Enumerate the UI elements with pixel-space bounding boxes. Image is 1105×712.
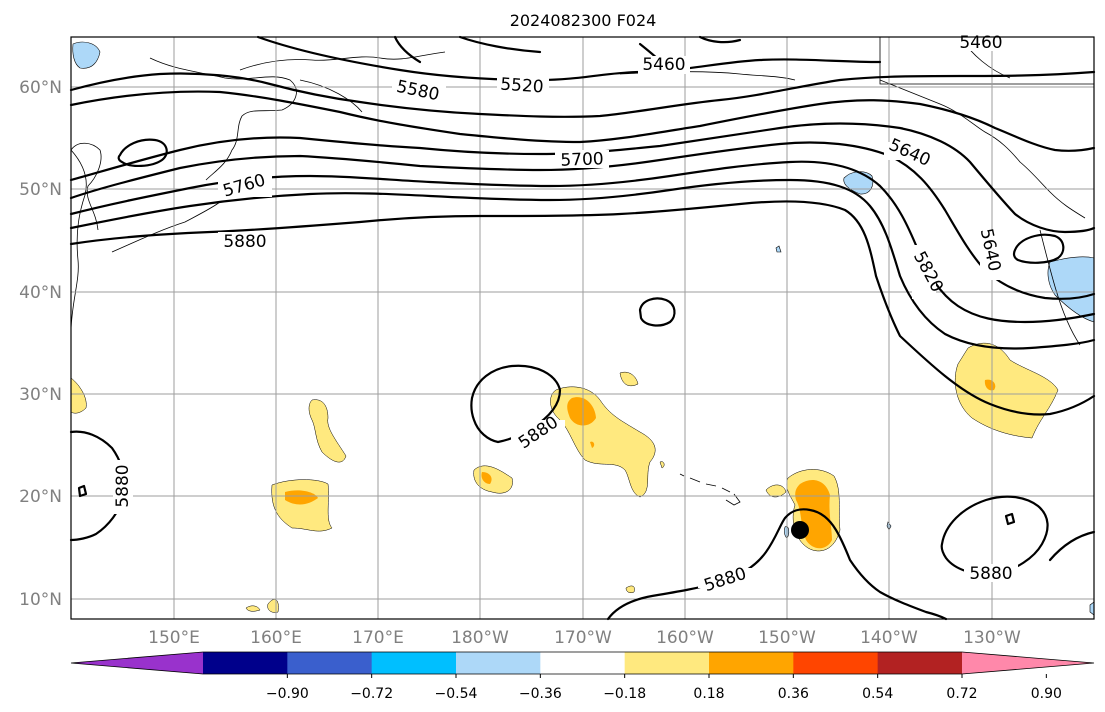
lon-label: 180°W <box>451 628 509 648</box>
colorbar-bin <box>709 652 794 674</box>
colorbar-extension-high <box>962 652 1094 674</box>
lat-label: 60°N <box>19 78 62 98</box>
colorbar-tick-label: −0.72 <box>350 686 393 702</box>
colorbar-bin <box>287 652 373 674</box>
lat-label: 30°N <box>19 385 62 405</box>
lon-label: 150°W <box>758 628 816 648</box>
lat-label: 20°N <box>19 487 62 507</box>
colorbar-bin <box>877 652 963 674</box>
height-contours <box>69 35 1096 621</box>
contour-label: 5460 <box>642 55 685 75</box>
lon-label: 160°E <box>250 628 302 648</box>
colorbar-bin <box>793 652 879 674</box>
lon-labels: 150°E 160°E 170°E 180°W 170°W 160°W 150°… <box>148 628 1021 648</box>
coastlines <box>70 36 1094 506</box>
contour-label: 5880 <box>969 564 1012 584</box>
colorbar-bin <box>371 652 457 674</box>
colorbar-bin <box>203 652 288 674</box>
lon-label: 140°W <box>860 628 918 648</box>
colorbar-tick-label: −0.18 <box>603 686 646 702</box>
figure-title: 2024082300 F024 <box>510 11 657 30</box>
lat-label: 50°N <box>19 180 62 200</box>
lat-labels: 10°N 20°N 30°N 40°N 50°N 60°N <box>19 78 62 610</box>
colorbar-tick-label: 0.18 <box>693 686 724 702</box>
colorbar-outline <box>70 651 1095 675</box>
colorbar-bin <box>456 652 541 674</box>
lon-label: 150°E <box>148 628 200 648</box>
contour-label: 5880 <box>113 464 133 507</box>
contour-label: 5460 <box>959 33 1002 53</box>
colorbar-extension-low <box>71 652 203 674</box>
shaded-anomalies <box>70 41 1095 616</box>
colorbar-tick-label: −0.54 <box>435 686 478 702</box>
lon-label: 160°W <box>656 628 714 648</box>
lon-label: 170°W <box>554 628 612 648</box>
colorbar-bin <box>624 652 710 674</box>
lon-label: 130°W <box>963 628 1021 648</box>
contour-labels: 5460 5460 5520 5580 5640 5640 5700 5760 … <box>113 33 1018 596</box>
colorbar-tick-label: 0.36 <box>778 686 809 702</box>
contour-label: 5520 <box>500 75 545 98</box>
colorbar-tick-label: 0.54 <box>862 686 893 702</box>
colorbar-bin <box>540 652 626 674</box>
storm-position-marker <box>791 521 809 539</box>
colorbar: −0.90 −0.72 −0.54 −0.36 −0.18 0.18 0.36 0.54 0.7… <box>70 651 1095 702</box>
colorbar-tick-label: −0.90 <box>266 686 309 702</box>
colorbar-tick-label: −0.36 <box>519 686 562 702</box>
map-frame <box>70 36 1095 620</box>
colorbar-tick-label: 0.90 <box>1031 686 1062 702</box>
colorbar-tick-label: 0.72 <box>946 686 977 702</box>
lat-label: 10°N <box>19 590 62 610</box>
contour-label: 5700 <box>560 149 604 170</box>
lat-label: 40°N <box>19 283 62 303</box>
contour-label: 5880 <box>223 232 266 252</box>
lon-label: 170°E <box>352 628 404 648</box>
